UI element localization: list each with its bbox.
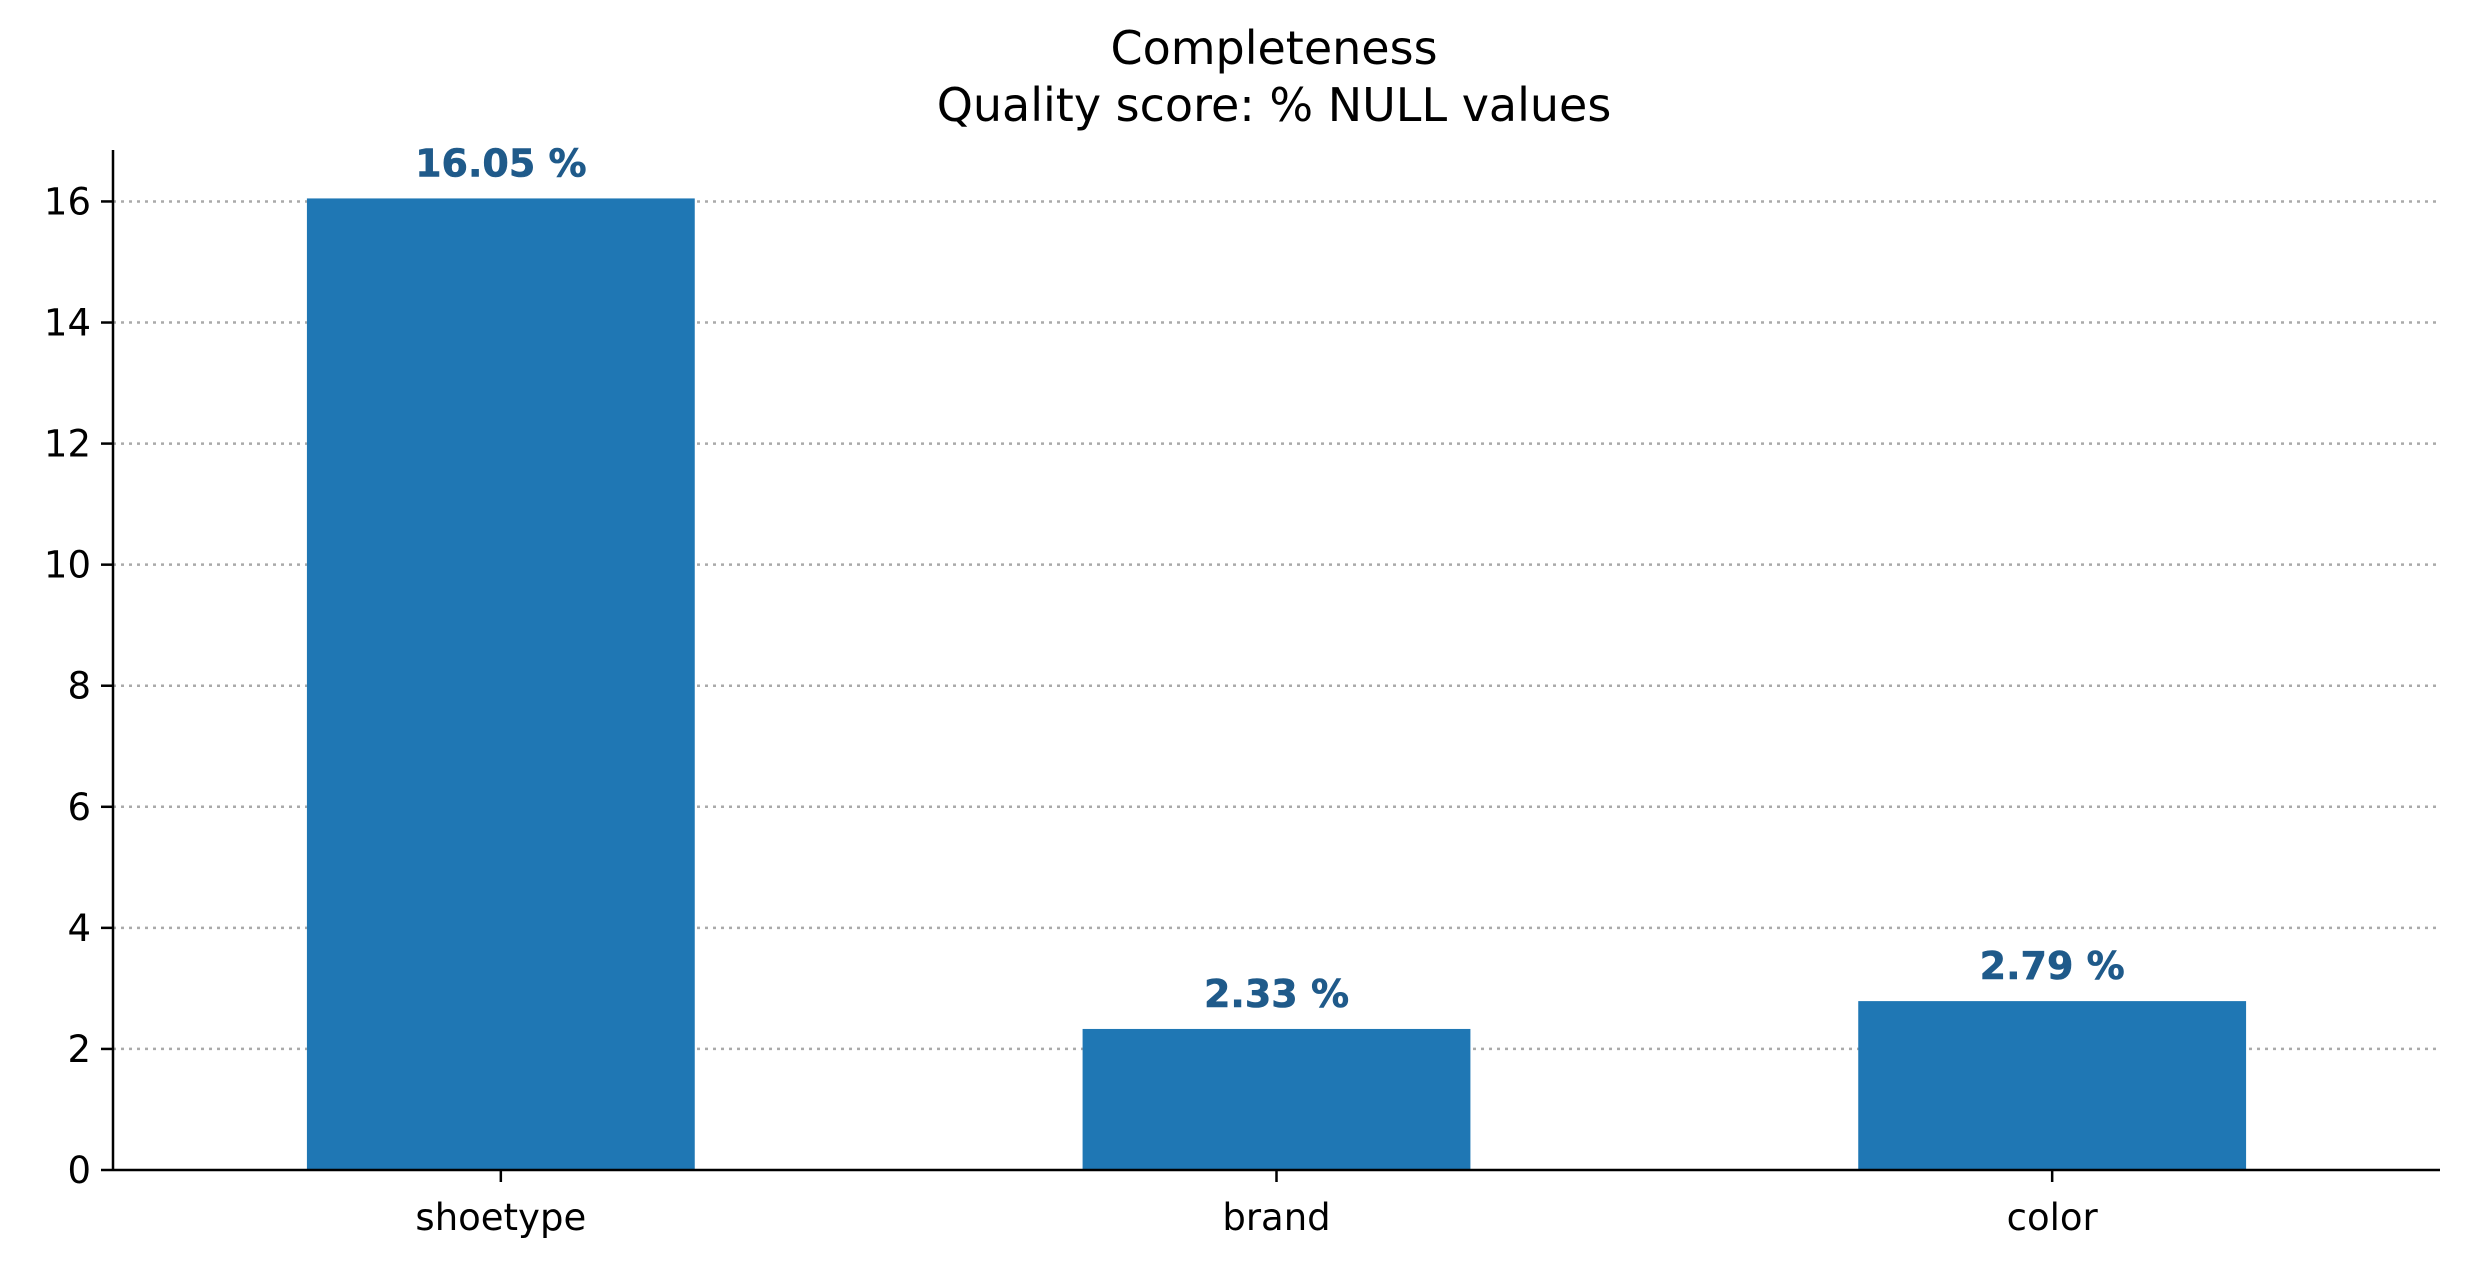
x-tick-label-brand: brand (1222, 1196, 1330, 1239)
bars (306, 198, 2247, 1170)
y-tick-label: 2 (67, 1028, 91, 1071)
y-tick-label: 14 (44, 302, 91, 345)
chart-subtitle: Quality score: % NULL values (937, 78, 1612, 132)
y-tick-label: 10 (44, 544, 91, 587)
data-label-brand: 2.33 % (1204, 972, 1349, 1016)
y-tick-label: 16 (44, 180, 91, 223)
y-tick-label: 8 (67, 665, 91, 708)
data-labels: 16.05 % 2.33 % 2.79 % (415, 141, 2125, 1016)
data-label-shoetype: 16.05 % (415, 141, 587, 185)
y-tick-label: 6 (67, 786, 91, 829)
y-tick-label: 4 (67, 907, 91, 950)
data-label-color: 2.79 % (1980, 944, 2125, 988)
x-tick-label-color: color (2007, 1196, 2099, 1239)
bar-shoetype (306, 198, 695, 1170)
x-tick-label-shoetype: shoetype (415, 1196, 586, 1239)
axes: 0 2 4 6 8 10 12 14 16 shoetype brand color (44, 150, 2440, 1239)
bar-color (1858, 1001, 2247, 1170)
chart-title: Completeness (1110, 21, 1437, 75)
y-tick-label: 0 (67, 1149, 91, 1192)
bar-brand (1082, 1028, 1471, 1170)
y-tick-label: 12 (44, 423, 91, 466)
